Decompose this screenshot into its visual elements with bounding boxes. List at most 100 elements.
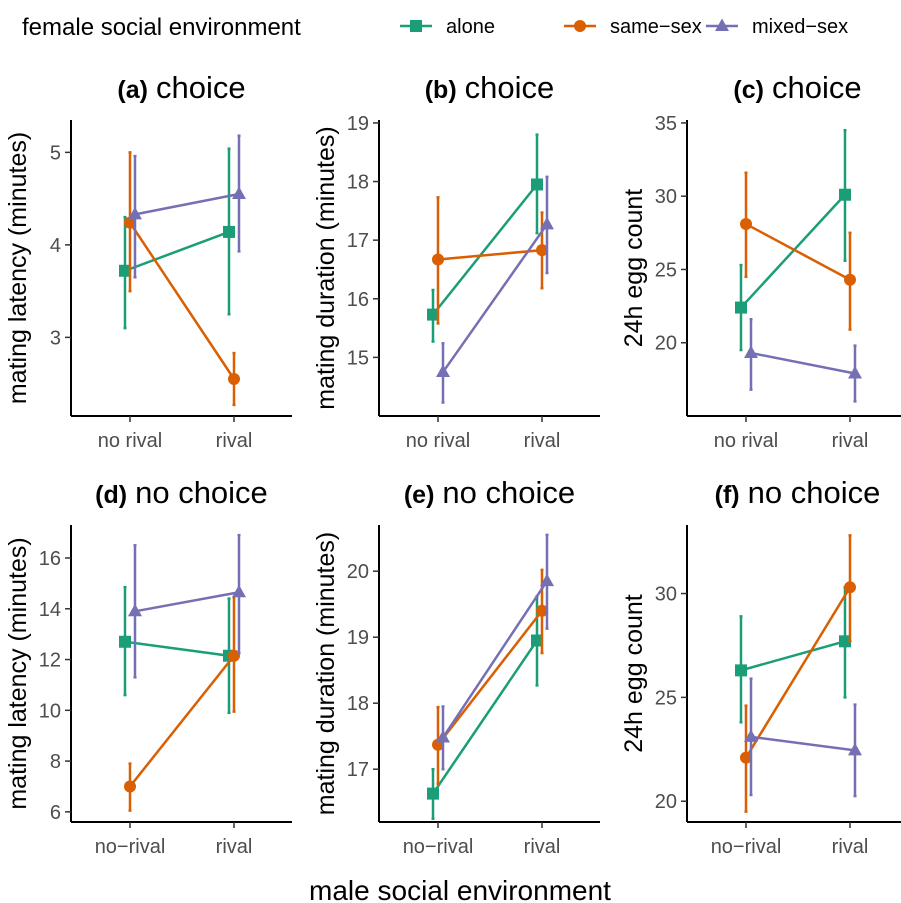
- data-point: [232, 584, 246, 598]
- series-line: [750, 735, 856, 752]
- panel-tag: (b): [425, 76, 457, 104]
- series-0: [119, 147, 235, 330]
- y-tick-label: 10: [39, 700, 61, 722]
- y-tick-label: 16: [347, 289, 369, 311]
- legend-entry-2: mixed−sex: [706, 16, 848, 38]
- series-line: [128, 221, 236, 380]
- y-axis-label: mating duration (minutes): [312, 532, 340, 815]
- data-point: [124, 780, 136, 793]
- legend-label: mixed−sex: [752, 16, 848, 38]
- y-tick-label: 20: [655, 791, 677, 813]
- series-line: [437, 248, 543, 261]
- series-line: [744, 586, 852, 759]
- data-point: [540, 216, 554, 230]
- y-tick-label: 16: [39, 548, 61, 570]
- series-2: [128, 533, 246, 679]
- data-point: [119, 635, 131, 648]
- series-2: [436, 175, 554, 404]
- panel-title: (d) no choice: [95, 475, 268, 510]
- series-1: [124, 596, 240, 812]
- data-point: [536, 604, 548, 617]
- y-tick-label: 25: [655, 259, 677, 281]
- x-tick-label: no rival: [406, 430, 470, 452]
- series-1: [740, 534, 856, 813]
- data-point: [740, 751, 752, 764]
- panel-2: (c) choice 20 25 30 35 no rival rival 24h egg co…: [620, 70, 901, 452]
- legend-entry-1: same−sex: [564, 16, 702, 38]
- data-point: [744, 345, 758, 358]
- series-line: [740, 640, 846, 672]
- y-axis-label: 24h egg count: [620, 189, 648, 348]
- x-tick-label: no−rival: [403, 836, 474, 858]
- panel-title-text: no choice: [135, 475, 268, 510]
- x-tick-label: rival: [832, 430, 869, 452]
- series-line: [134, 192, 240, 216]
- y-tick-label: 8: [50, 751, 61, 773]
- data-point: [848, 742, 862, 756]
- x-tick-label: rival: [832, 836, 869, 858]
- data-point: [436, 730, 450, 743]
- series-line: [437, 610, 543, 746]
- series-line: [745, 222, 851, 281]
- y-tick-label: 35: [655, 113, 677, 135]
- data-point: [124, 216, 136, 229]
- x-tick-label: rival: [216, 430, 253, 452]
- series-1: [740, 171, 856, 331]
- panel-title-text: choice: [465, 70, 555, 105]
- panel-title-text: choice: [156, 70, 246, 105]
- y-tick-label: 14: [39, 599, 61, 621]
- panel-title: (e) no choice: [404, 475, 575, 510]
- legend-key-marker: [410, 20, 422, 32]
- x-tick-label: no−rival: [95, 836, 166, 858]
- series-line: [740, 193, 846, 309]
- data-point: [228, 649, 240, 662]
- y-tick-label: 17: [347, 759, 369, 781]
- y-tick-label: 20: [347, 561, 369, 583]
- series-line: [124, 640, 230, 657]
- panel-tag: (e): [404, 481, 435, 509]
- y-tick-label: 18: [347, 172, 369, 194]
- y-tick-label: 19: [347, 627, 369, 649]
- y-tick-label: 12: [39, 650, 61, 672]
- legend-entry-0: alone: [400, 16, 495, 38]
- x-tick-label: rival: [524, 430, 561, 452]
- y-tick-label: 20: [655, 333, 677, 355]
- series-0: [427, 595, 543, 820]
- data-point: [735, 664, 747, 677]
- data-point: [223, 225, 235, 238]
- data-point: [427, 787, 439, 800]
- y-tick-label: 30: [655, 186, 677, 208]
- legend-label: alone: [446, 16, 495, 38]
- data-point: [128, 603, 142, 617]
- x-tick-label: rival: [524, 836, 561, 858]
- series-line: [441, 223, 549, 373]
- y-axis-label: mating duration (minutes): [312, 126, 340, 409]
- data-point: [531, 178, 543, 191]
- x-tick-label: no rival: [98, 430, 162, 452]
- series-line: [431, 639, 539, 795]
- series-line: [129, 654, 235, 788]
- data-point: [432, 253, 444, 266]
- data-point: [531, 634, 543, 647]
- x-tick-label: rival: [216, 836, 253, 858]
- panel-3: (d) no choice 6 8 10 12 14 16 no−rival rival matin…: [4, 475, 292, 858]
- panels: (a) choice 3 4 5 no rival rival mating latency …: [4, 70, 901, 858]
- y-tick-label: 19: [347, 113, 369, 135]
- data-point: [536, 244, 548, 257]
- series-line: [124, 230, 230, 272]
- data-point: [839, 635, 851, 648]
- data-point: [839, 188, 851, 201]
- series-0: [427, 133, 543, 343]
- legend: female social environment alone same−sex m…: [22, 14, 848, 41]
- panel-title: (a) choice: [117, 70, 245, 105]
- panel-title-text: no choice: [442, 475, 575, 510]
- panel-title: (b) choice: [425, 70, 555, 105]
- series-2: [128, 134, 246, 279]
- data-point: [119, 264, 131, 277]
- x-tick-label: no rival: [714, 430, 778, 452]
- series-line: [750, 351, 856, 375]
- panel-tag: (a): [117, 76, 148, 104]
- panel-title: (f) no choice: [715, 475, 881, 510]
- series-line: [441, 580, 549, 739]
- y-tick-label: 15: [347, 347, 369, 369]
